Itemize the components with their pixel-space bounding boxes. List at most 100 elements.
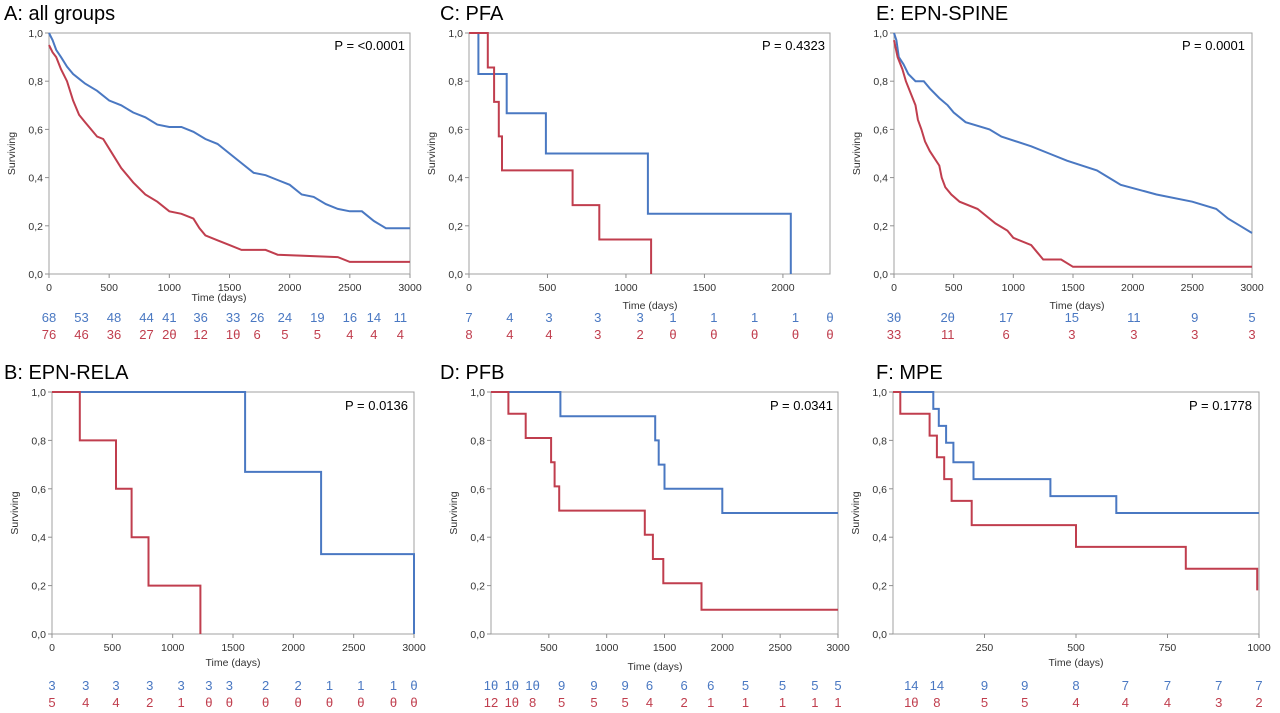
risk-count: 5 (811, 678, 818, 693)
risk-count: 3 (82, 678, 89, 693)
panel-f-series-2-curve (893, 391, 1259, 591)
risk-count: 2 (295, 678, 302, 693)
y-tick-label: 1,0 (28, 28, 43, 40)
risk-count: 1 (177, 695, 184, 710)
x-axis-label: Time (days) (1048, 657, 1103, 669)
risk-count: 4 (397, 327, 404, 342)
x-tick-label: 2500 (768, 642, 792, 654)
risk-count: 15 (1065, 310, 1079, 325)
y-tick-label: 0,0 (470, 629, 485, 641)
risk-count: 3 (545, 310, 552, 325)
panel-e-plot-area (893, 32, 1253, 275)
panel-c-plot-area (468, 32, 831, 275)
risk-count: 6 (707, 678, 714, 693)
risk-count: θ (226, 695, 233, 710)
risk-count: 4 (545, 327, 552, 342)
risk-count: 6 (646, 678, 653, 693)
risk-count: 1θ (904, 695, 918, 710)
x-tick-label: 750 (1159, 642, 1177, 654)
p-value-label: P = 0.1778 (1189, 398, 1252, 413)
risk-count: 16 (343, 310, 357, 325)
risk-count: 8 (1072, 678, 1079, 693)
y-axis-label: Surviving (851, 132, 863, 175)
risk-count: 6 (681, 678, 688, 693)
x-tick-label: 500 (104, 642, 122, 654)
risk-count: 5 (981, 695, 988, 710)
y-tick-label: 0,2 (31, 581, 46, 593)
risk-count: 1 (326, 678, 333, 693)
risk-count: 46 (74, 327, 88, 342)
risk-count: 5 (590, 695, 597, 710)
panel-d-title: D: PFB (440, 362, 504, 384)
y-tick-label: 0,8 (872, 435, 887, 447)
panel-f-series-1-curve (893, 391, 1259, 514)
panel-a-series-1-curve (48, 32, 410, 230)
x-axis-label: Time (days) (622, 300, 677, 312)
p-value-label: P = <0.0001 (334, 38, 405, 53)
y-axis-label: Surviving (426, 132, 438, 175)
y-tick-label: 0,2 (448, 221, 463, 233)
y-tick-label: 0,4 (872, 532, 887, 544)
x-tick-label: 1500 (653, 642, 677, 654)
risk-count: 27 (139, 327, 153, 342)
y-tick-label: 0,8 (448, 76, 463, 88)
risk-count: 12 (484, 695, 498, 710)
risk-count: 1 (357, 678, 364, 693)
risk-count: 3 (1068, 327, 1075, 342)
risk-count: θ (205, 695, 212, 710)
risk-count: 36 (193, 310, 207, 325)
y-tick-label: 0,2 (470, 581, 485, 593)
risk-count: 7 (465, 310, 472, 325)
risk-count: θ (410, 695, 417, 710)
panel-e-series-1-curve (893, 32, 1253, 234)
risk-count: 24 (278, 310, 292, 325)
risk-count: 1θ (525, 678, 539, 693)
risk-count: 53 (74, 310, 88, 325)
x-axis-label: Time (days) (627, 661, 682, 673)
risk-count: 1 (811, 695, 818, 710)
risk-count: 4 (646, 695, 653, 710)
risk-count: 4 (112, 695, 119, 710)
risk-count: 11 (1127, 310, 1141, 325)
risk-count: θ (792, 327, 799, 342)
risk-count: 3 (594, 327, 601, 342)
risk-count: 5 (1248, 310, 1255, 325)
x-axis-label: Time (days) (191, 292, 246, 304)
risk-count: θ (295, 695, 302, 710)
risk-count: θ (826, 327, 833, 342)
risk-count: 3 (205, 678, 212, 693)
risk-count: 3 (1248, 327, 1255, 342)
risk-count: 3 (636, 310, 643, 325)
risk-count: 4 (82, 695, 89, 710)
p-value-label: P = 0.0001 (1182, 38, 1245, 53)
x-tick-label: 2000 (771, 282, 795, 294)
y-tick-label: 0,6 (470, 484, 485, 496)
risk-count: 1 (707, 695, 714, 710)
p-value-label: P = 0.0341 (770, 398, 833, 413)
x-tick-label: 2500 (342, 642, 366, 654)
y-tick-label: 1,0 (470, 387, 485, 399)
risk-count: 44 (139, 310, 153, 325)
x-tick-label: 1500 (221, 642, 245, 654)
y-tick-label: 0,6 (873, 124, 888, 136)
risk-count: θ (390, 695, 397, 710)
risk-count: 9 (981, 678, 988, 693)
risk-count: 5 (558, 695, 565, 710)
x-tick-label: 0 (46, 282, 52, 294)
panel-a-title: A: all groups (4, 3, 115, 25)
x-tick-label: 1500 (1061, 282, 1085, 294)
risk-count: 1 (834, 695, 841, 710)
x-tick-label: 1500 (218, 282, 242, 294)
panel-a-series-2-curve (48, 44, 410, 263)
x-tick-label: 1000 (1002, 282, 1026, 294)
y-tick-label: 1,0 (31, 387, 46, 399)
risk-count: 14 (367, 310, 381, 325)
risk-count: 19 (310, 310, 324, 325)
y-tick-label: 1,0 (872, 387, 887, 399)
panel-f-title: F: MPE (876, 362, 943, 384)
risk-count: 2θ (940, 310, 954, 325)
y-tick-label: 1,0 (873, 28, 888, 40)
y-axis-label: Surviving (6, 132, 18, 175)
x-tick-label: 2000 (278, 282, 302, 294)
y-tick-label: 0,6 (872, 484, 887, 496)
